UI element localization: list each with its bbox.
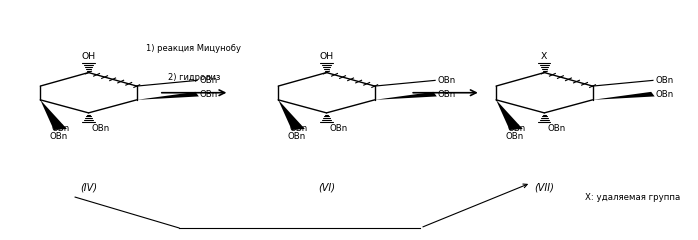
Text: OH: OH [320, 52, 334, 61]
Text: (VII): (VII) [535, 183, 554, 193]
Text: (VI): (VI) [318, 183, 335, 193]
Text: OBn: OBn [655, 76, 674, 85]
Polygon shape [40, 100, 67, 130]
Polygon shape [137, 92, 199, 100]
Polygon shape [593, 92, 655, 100]
Text: OH: OH [82, 52, 96, 61]
Polygon shape [496, 100, 523, 130]
Text: OBn: OBn [438, 90, 456, 99]
Text: OBn: OBn [287, 132, 306, 141]
Text: 1) реакция Мицунобу: 1) реакция Мицунобу [147, 44, 242, 53]
Polygon shape [279, 100, 305, 130]
Text: (IV): (IV) [80, 183, 97, 193]
Text: OBn: OBn [329, 124, 348, 133]
Text: OBn: OBn [505, 132, 524, 141]
Text: 2) гидролиз: 2) гидролиз [168, 73, 220, 82]
Text: OBn: OBn [200, 90, 218, 99]
Text: X: удаляемая группа: X: удаляемая группа [584, 192, 680, 202]
Polygon shape [375, 92, 437, 100]
Text: OBn: OBn [91, 124, 110, 133]
Text: OBn: OBn [289, 124, 307, 133]
Text: OBn: OBn [50, 132, 68, 141]
Text: OBn: OBn [547, 124, 565, 133]
Text: OBn: OBn [200, 76, 218, 85]
Text: OBn: OBn [438, 76, 456, 85]
Text: OBn: OBn [655, 90, 674, 99]
Text: X: X [541, 52, 547, 61]
Text: OBn: OBn [51, 124, 70, 133]
Text: OBn: OBn [507, 124, 526, 133]
